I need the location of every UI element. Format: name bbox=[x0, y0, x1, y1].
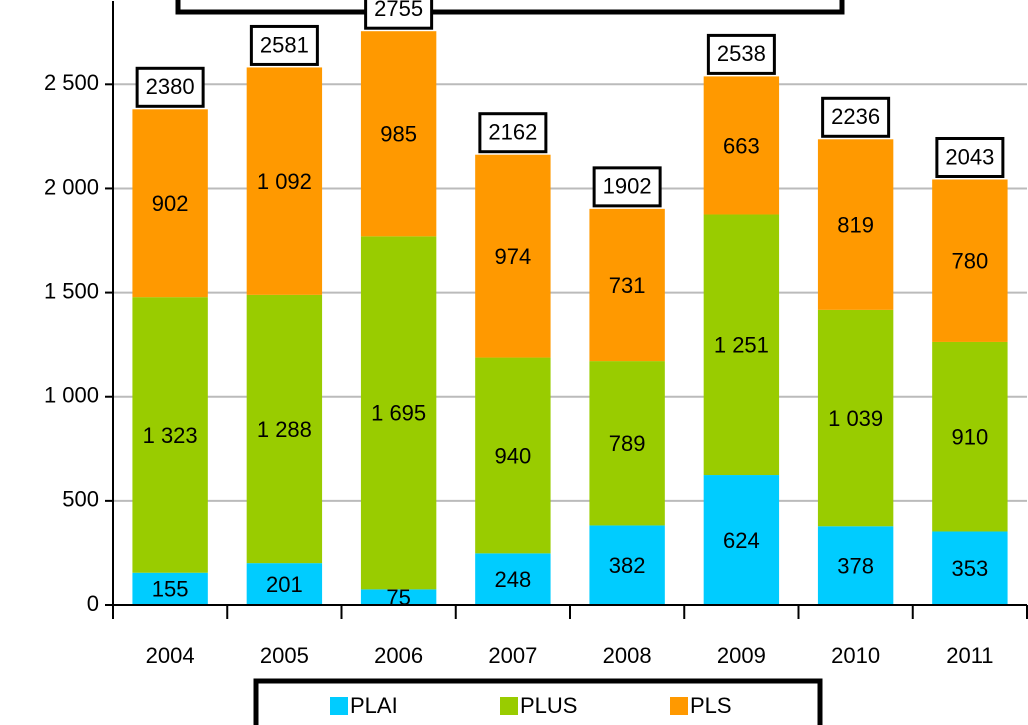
bar-segment bbox=[475, 357, 551, 554]
total-label: 2538 bbox=[717, 41, 766, 66]
total-label: 2755 bbox=[374, 0, 423, 21]
total-box bbox=[478, 112, 548, 154]
bar-segment bbox=[360, 31, 437, 237]
total-label: 2162 bbox=[488, 120, 537, 145]
value-label: 731 bbox=[609, 273, 646, 298]
value-label: 1 323 bbox=[143, 423, 198, 448]
value-label: 1 039 bbox=[828, 406, 883, 431]
value-label: 910 bbox=[952, 425, 989, 450]
bar-segment bbox=[132, 297, 208, 573]
value-label: 624 bbox=[723, 528, 760, 553]
total-box bbox=[364, 0, 434, 30]
x-tick-label: 2010 bbox=[831, 643, 880, 668]
total-box bbox=[706, 33, 776, 75]
y-tick-label: 2 500 bbox=[44, 70, 99, 95]
bar-segment bbox=[246, 563, 323, 605]
legend-label: PLS bbox=[690, 693, 732, 718]
y-tick-label: 1 000 bbox=[44, 383, 99, 408]
bar-segment bbox=[932, 341, 1008, 532]
legend-label: PLUS bbox=[520, 693, 577, 718]
value-label: 780 bbox=[952, 249, 989, 274]
y-tick-label: 1 500 bbox=[44, 278, 99, 303]
legend-swatch bbox=[670, 697, 688, 715]
value-label: 248 bbox=[495, 567, 532, 592]
bar-segment bbox=[475, 553, 551, 605]
bar-segment bbox=[589, 208, 665, 362]
legend-swatch bbox=[330, 697, 348, 715]
value-label: 1 251 bbox=[714, 333, 769, 358]
value-label: 940 bbox=[495, 443, 532, 468]
y-tick-label: 500 bbox=[62, 487, 99, 512]
bar-segment bbox=[360, 589, 437, 605]
x-tick-label: 2006 bbox=[374, 643, 423, 668]
value-label: 1 288 bbox=[257, 417, 312, 442]
bar-segment bbox=[475, 154, 551, 358]
bar-segment bbox=[932, 179, 1008, 342]
value-label: 974 bbox=[495, 244, 532, 269]
x-tick-label: 2004 bbox=[146, 643, 195, 668]
bar-segment bbox=[703, 214, 780, 476]
value-label: 353 bbox=[952, 556, 989, 581]
bar-segment bbox=[360, 236, 437, 590]
bar-segment bbox=[703, 475, 780, 605]
x-tick-label: 2011 bbox=[946, 643, 993, 668]
bar-segment bbox=[817, 526, 894, 605]
total-label: 2236 bbox=[831, 104, 880, 129]
value-label: 1 695 bbox=[371, 401, 426, 426]
value-label: 789 bbox=[609, 431, 646, 456]
bar-segment bbox=[703, 76, 780, 215]
total-box bbox=[135, 66, 205, 108]
total-box bbox=[592, 166, 662, 208]
bar-segment bbox=[132, 572, 208, 605]
y-tick-label: 0 bbox=[87, 591, 99, 616]
value-label: 902 bbox=[152, 191, 189, 216]
value-label: 155 bbox=[152, 577, 189, 602]
legend-swatch bbox=[500, 697, 518, 715]
y-tick-label: 2 000 bbox=[44, 174, 99, 199]
bar-segment bbox=[932, 531, 1008, 605]
legend-label: PLAI bbox=[350, 693, 398, 718]
bar-segment bbox=[817, 309, 894, 527]
value-label: 201 bbox=[266, 572, 303, 597]
value-label: 382 bbox=[609, 553, 646, 578]
total-label: 2581 bbox=[260, 32, 309, 57]
bar-segment bbox=[589, 361, 665, 526]
x-tick-label: 2007 bbox=[488, 643, 537, 668]
value-label: 819 bbox=[837, 212, 874, 237]
value-label: 663 bbox=[723, 133, 760, 158]
x-tick-label: 2009 bbox=[717, 643, 766, 668]
value-label: 378 bbox=[837, 553, 874, 578]
total-label: 2043 bbox=[945, 144, 994, 169]
bar-segment bbox=[132, 109, 208, 298]
x-tick-label: 2005 bbox=[260, 643, 309, 668]
total-box bbox=[935, 136, 1005, 178]
bar-segment bbox=[246, 294, 323, 564]
total-label: 2380 bbox=[146, 74, 195, 99]
bar-segment bbox=[246, 67, 323, 295]
total-box bbox=[249, 24, 319, 66]
title-box bbox=[175, 0, 845, 15]
total-box bbox=[821, 96, 891, 138]
bar-segment bbox=[817, 139, 894, 310]
legend-box bbox=[253, 678, 823, 725]
x-tick-label: 2008 bbox=[603, 643, 652, 668]
value-label: 985 bbox=[380, 122, 417, 147]
bar-segment bbox=[589, 525, 665, 605]
value-label: 1 092 bbox=[257, 169, 312, 194]
total-label: 1902 bbox=[603, 174, 652, 199]
